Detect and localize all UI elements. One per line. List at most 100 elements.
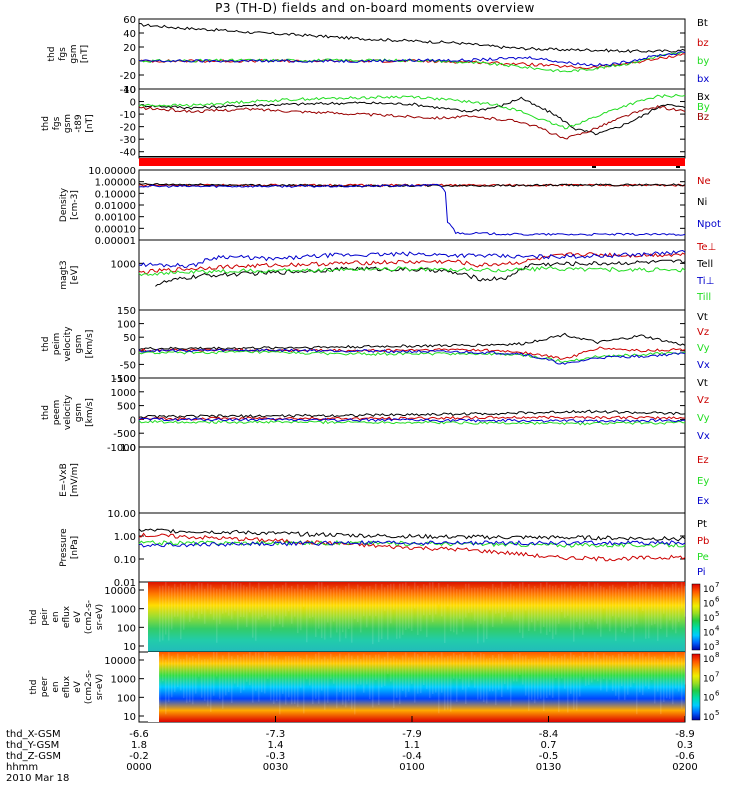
colorbar-tick-label: 10: [703, 674, 715, 684]
legend-entry: by: [697, 56, 709, 67]
spectrogram-texture: [204, 588, 206, 624]
y-tick-label: 1000: [111, 675, 136, 686]
y-axis-label: sr-eV): [95, 674, 105, 700]
spectrogram-texture: [579, 583, 581, 630]
legend-entry: Bt: [697, 18, 708, 29]
spectrogram-texture: [255, 587, 257, 641]
y-tick-label: 60: [123, 15, 136, 26]
series-line: [138, 93, 686, 130]
spectrogram-texture: [336, 656, 338, 709]
spectrogram-texture: [306, 654, 308, 680]
spectrogram-texture: [315, 585, 317, 637]
spectrogram-texture: [678, 657, 680, 692]
spectrogram-texture: [510, 659, 512, 707]
spectrogram-texture: [684, 586, 686, 617]
spectrogram-texture: [462, 588, 464, 632]
legend-entry: Ex: [697, 496, 709, 507]
spectrogram-texture: [519, 583, 521, 633]
spectrogram-texture: [207, 659, 209, 707]
spectrogram-texture: [453, 586, 455, 633]
spectrogram-texture: [543, 587, 545, 627]
spectrogram-texture: [405, 652, 407, 698]
spectrogram-texture: [588, 653, 590, 685]
spectrogram-texture: [558, 658, 560, 713]
spectrogram-texture: [648, 589, 650, 639]
spectrogram-texture: [171, 656, 173, 698]
legend-entry: Pb: [697, 536, 709, 547]
spectrogram-texture: [414, 582, 416, 609]
spectrogram-texture: [210, 657, 212, 712]
legend-entry: Vx: [697, 360, 710, 371]
legend-entry: Vy: [697, 413, 710, 424]
spectrogram-texture: [231, 656, 233, 704]
spectrogram-texture: [243, 585, 245, 618]
spectrogram-texture: [600, 658, 602, 691]
spectrogram-texture: [468, 659, 470, 688]
spectrogram-texture: [270, 589, 272, 631]
colorbar-tick-exponent: 7: [715, 670, 719, 678]
spectrogram-texture: [423, 584, 425, 616]
spectrogram-texture: [273, 584, 275, 627]
colorbar-tick-label: 10: [703, 643, 715, 653]
spectrogram-texture: [390, 583, 392, 624]
spectrogram-texture: [318, 582, 320, 629]
spectrogram-texture: [426, 652, 428, 690]
y-tick-label: -30: [120, 135, 136, 146]
spectrogram-texture: [261, 657, 263, 693]
spectrogram-texture: [342, 658, 344, 705]
spectrogram-texture: [285, 582, 287, 617]
y-axis-label: [mV/m]: [70, 463, 80, 497]
spectrogram-texture: [609, 585, 611, 632]
y-tick-label: 10: [123, 712, 136, 723]
series-line: [138, 183, 686, 236]
y-tick-label: 0.00100: [95, 213, 136, 224]
y-axis-label: peim: [52, 333, 62, 356]
spectrogram-texture: [363, 653, 365, 693]
x-axis-value: 0130: [536, 762, 561, 773]
spectrogram-texture: [366, 586, 368, 628]
y-axis-label: -t89: [74, 114, 84, 133]
y-axis-label: thd: [41, 116, 51, 131]
spectrogram-texture: [501, 653, 503, 698]
spectrogram-texture: [372, 589, 374, 645]
spectrogram-texture: [405, 582, 407, 630]
spectrogram-texture: [663, 583, 665, 614]
spectrogram-texture: [183, 585, 185, 630]
colorbar-tick-label: 10: [703, 713, 715, 723]
spectrogram-texture: [639, 652, 641, 693]
spectrogram-texture: [549, 652, 551, 696]
spectrogram-texture: [585, 586, 587, 622]
y-tick-label: 1.0: [120, 443, 136, 454]
series-line: [139, 532, 686, 562]
y-axis-label: Density: [59, 187, 69, 222]
y-tick-label: 0.10: [114, 555, 136, 566]
spectrogram-texture: [228, 652, 230, 693]
spectrogram-texture: [264, 652, 266, 694]
spectrogram-texture: [393, 583, 395, 610]
colorbar-tick-exponent: 6: [715, 690, 720, 698]
spectrogram-texture: [585, 657, 587, 686]
spectrogram-texture: [513, 585, 515, 621]
x-axis-value: -0.2: [129, 751, 149, 762]
spectrogram-texture: [327, 585, 329, 623]
spectrogram-texture: [453, 653, 455, 679]
spectrogram-texture: [618, 589, 620, 618]
x-axis-value: 0100: [399, 762, 424, 773]
spectrogram-texture: [318, 652, 320, 704]
spectrogram-texture: [537, 657, 539, 700]
series-line: [138, 96, 686, 136]
spectrogram-texture: [489, 657, 491, 692]
spectrogram-texture: [360, 586, 362, 633]
spectrogram-texture: [411, 657, 413, 684]
spectrogram-texture: [234, 658, 236, 684]
spectrogram-texture: [309, 589, 311, 619]
x-axis-value: -0.3: [266, 751, 286, 762]
legend-entry: Npot: [697, 219, 721, 230]
spectrogram-texture: [492, 655, 494, 692]
spectrogram-texture: [279, 587, 281, 625]
series-line: [138, 348, 686, 365]
x-axis-value: 0.7: [541, 740, 557, 751]
spectrogram-texture: [645, 656, 647, 687]
spectrogram-texture: [258, 582, 260, 620]
spectrogram-texture: [240, 583, 242, 618]
